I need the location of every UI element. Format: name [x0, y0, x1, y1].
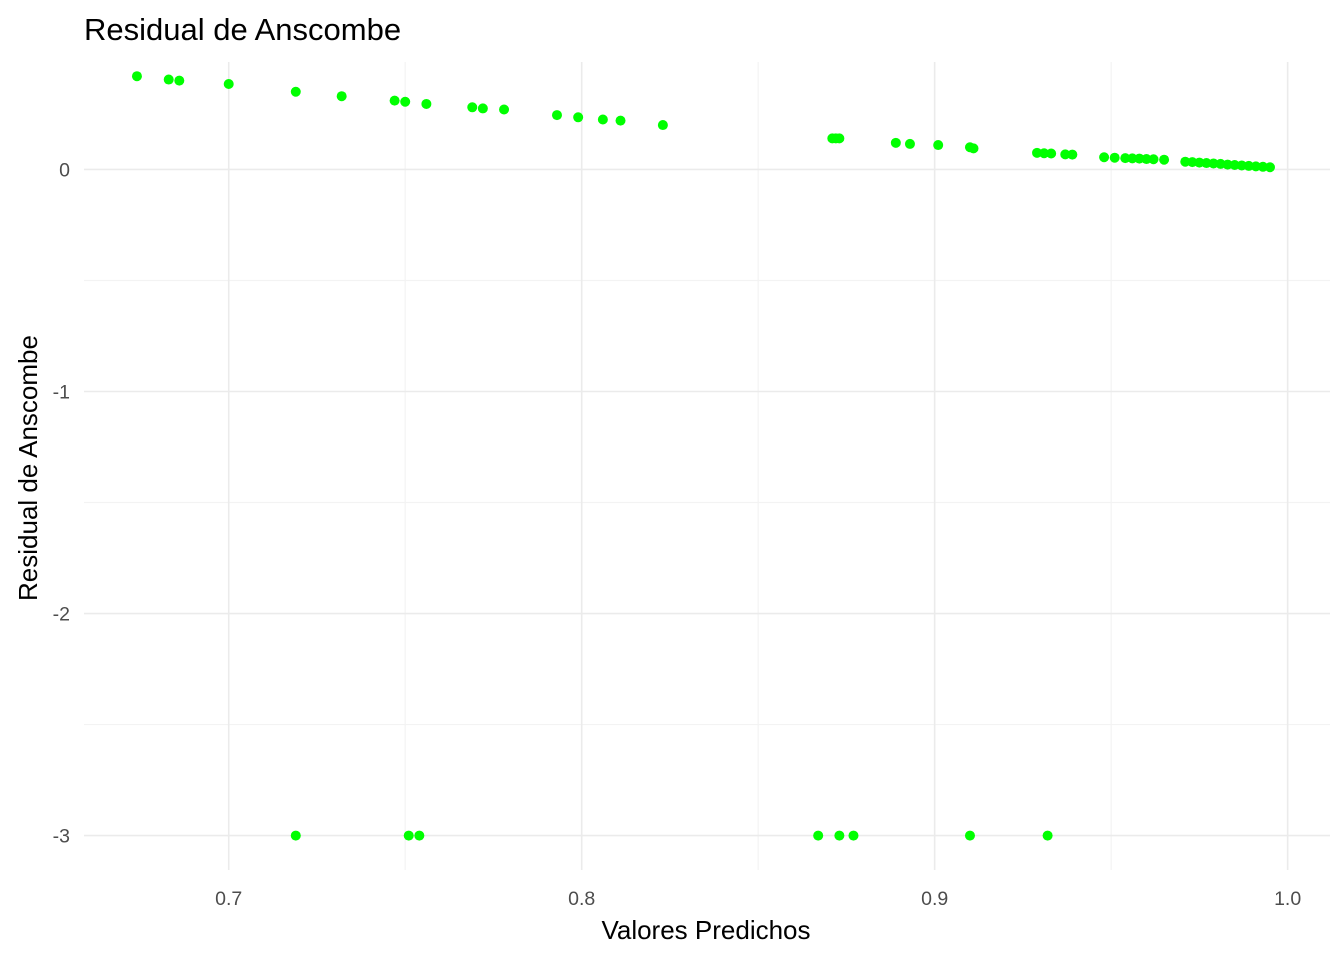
- data-point: [1222, 159, 1233, 170]
- data-point: [499, 104, 510, 115]
- data-point: [403, 830, 414, 841]
- data-point: [551, 110, 562, 121]
- chart-title: Residual de Anscombe: [84, 12, 401, 47]
- x-tick-label: 0.7: [215, 888, 242, 910]
- data-point: [1236, 160, 1247, 171]
- data-point: [1180, 156, 1191, 167]
- data-point: [174, 75, 185, 86]
- data-point: [223, 78, 234, 89]
- major-gridlines: [84, 62, 1330, 870]
- x-tick-label: 1.0: [1274, 888, 1301, 910]
- data-point: [848, 830, 859, 841]
- data-point: [1127, 153, 1138, 164]
- data-point: [400, 96, 411, 107]
- data-point: [1120, 153, 1131, 164]
- y-axis-title: Residual de Anscombe: [13, 335, 43, 601]
- minor-gridlines: [84, 62, 1330, 870]
- data-point: [1039, 148, 1050, 159]
- data-point: [834, 133, 845, 144]
- data-point: [813, 830, 824, 841]
- data-point: [1208, 158, 1219, 169]
- data-point: [597, 114, 608, 125]
- data-point: [1148, 154, 1159, 165]
- data-point: [1109, 152, 1120, 163]
- x-tick-label: 0.9: [921, 888, 948, 910]
- data-point: [904, 138, 915, 149]
- data-point: [615, 115, 626, 126]
- data-point: [1194, 157, 1205, 168]
- data-point: [1060, 149, 1071, 160]
- data-point: [968, 143, 979, 154]
- data-point: [163, 74, 174, 85]
- y-tick-label: -3: [53, 826, 70, 848]
- data-point: [1257, 161, 1268, 172]
- data-point: [131, 71, 142, 82]
- data-point: [414, 830, 425, 841]
- data-point: [1264, 162, 1275, 173]
- x-axis-title: Valores Predichos: [601, 915, 810, 945]
- data-point: [1046, 148, 1057, 159]
- data-point: [1067, 149, 1078, 160]
- data-point: [477, 103, 488, 114]
- data-point: [1134, 153, 1145, 164]
- data-point: [1243, 160, 1254, 171]
- data-point: [834, 830, 845, 841]
- data-point: [336, 91, 347, 102]
- data-point: [573, 112, 584, 123]
- x-axis-tick-labels: 0.7 0.8 0.9 1.0: [215, 888, 1301, 910]
- y-tick-label: -1: [53, 382, 70, 404]
- data-point: [389, 95, 400, 106]
- y-tick-label: -2: [53, 604, 70, 626]
- data-point: [1032, 147, 1043, 158]
- y-tick-label: 0: [59, 159, 70, 181]
- data-point: [467, 102, 478, 113]
- data-point: [1201, 158, 1212, 169]
- data-point: [1042, 830, 1053, 841]
- data-point: [933, 140, 944, 151]
- data-point: [421, 98, 432, 109]
- x-tick-label: 0.8: [568, 888, 595, 910]
- data-point: [290, 86, 301, 97]
- data-point: [1250, 161, 1261, 172]
- data-point: [1099, 152, 1110, 163]
- data-point: [964, 830, 975, 841]
- data-point: [1229, 160, 1240, 171]
- data-point: [290, 830, 301, 841]
- data-points: [131, 71, 1275, 841]
- data-point: [657, 120, 668, 131]
- y-axis-tick-labels: -3 -2 -1 0: [53, 159, 70, 847]
- data-point: [1187, 157, 1198, 168]
- data-point: [1159, 154, 1170, 165]
- data-point: [1141, 154, 1152, 165]
- data-point: [890, 137, 901, 148]
